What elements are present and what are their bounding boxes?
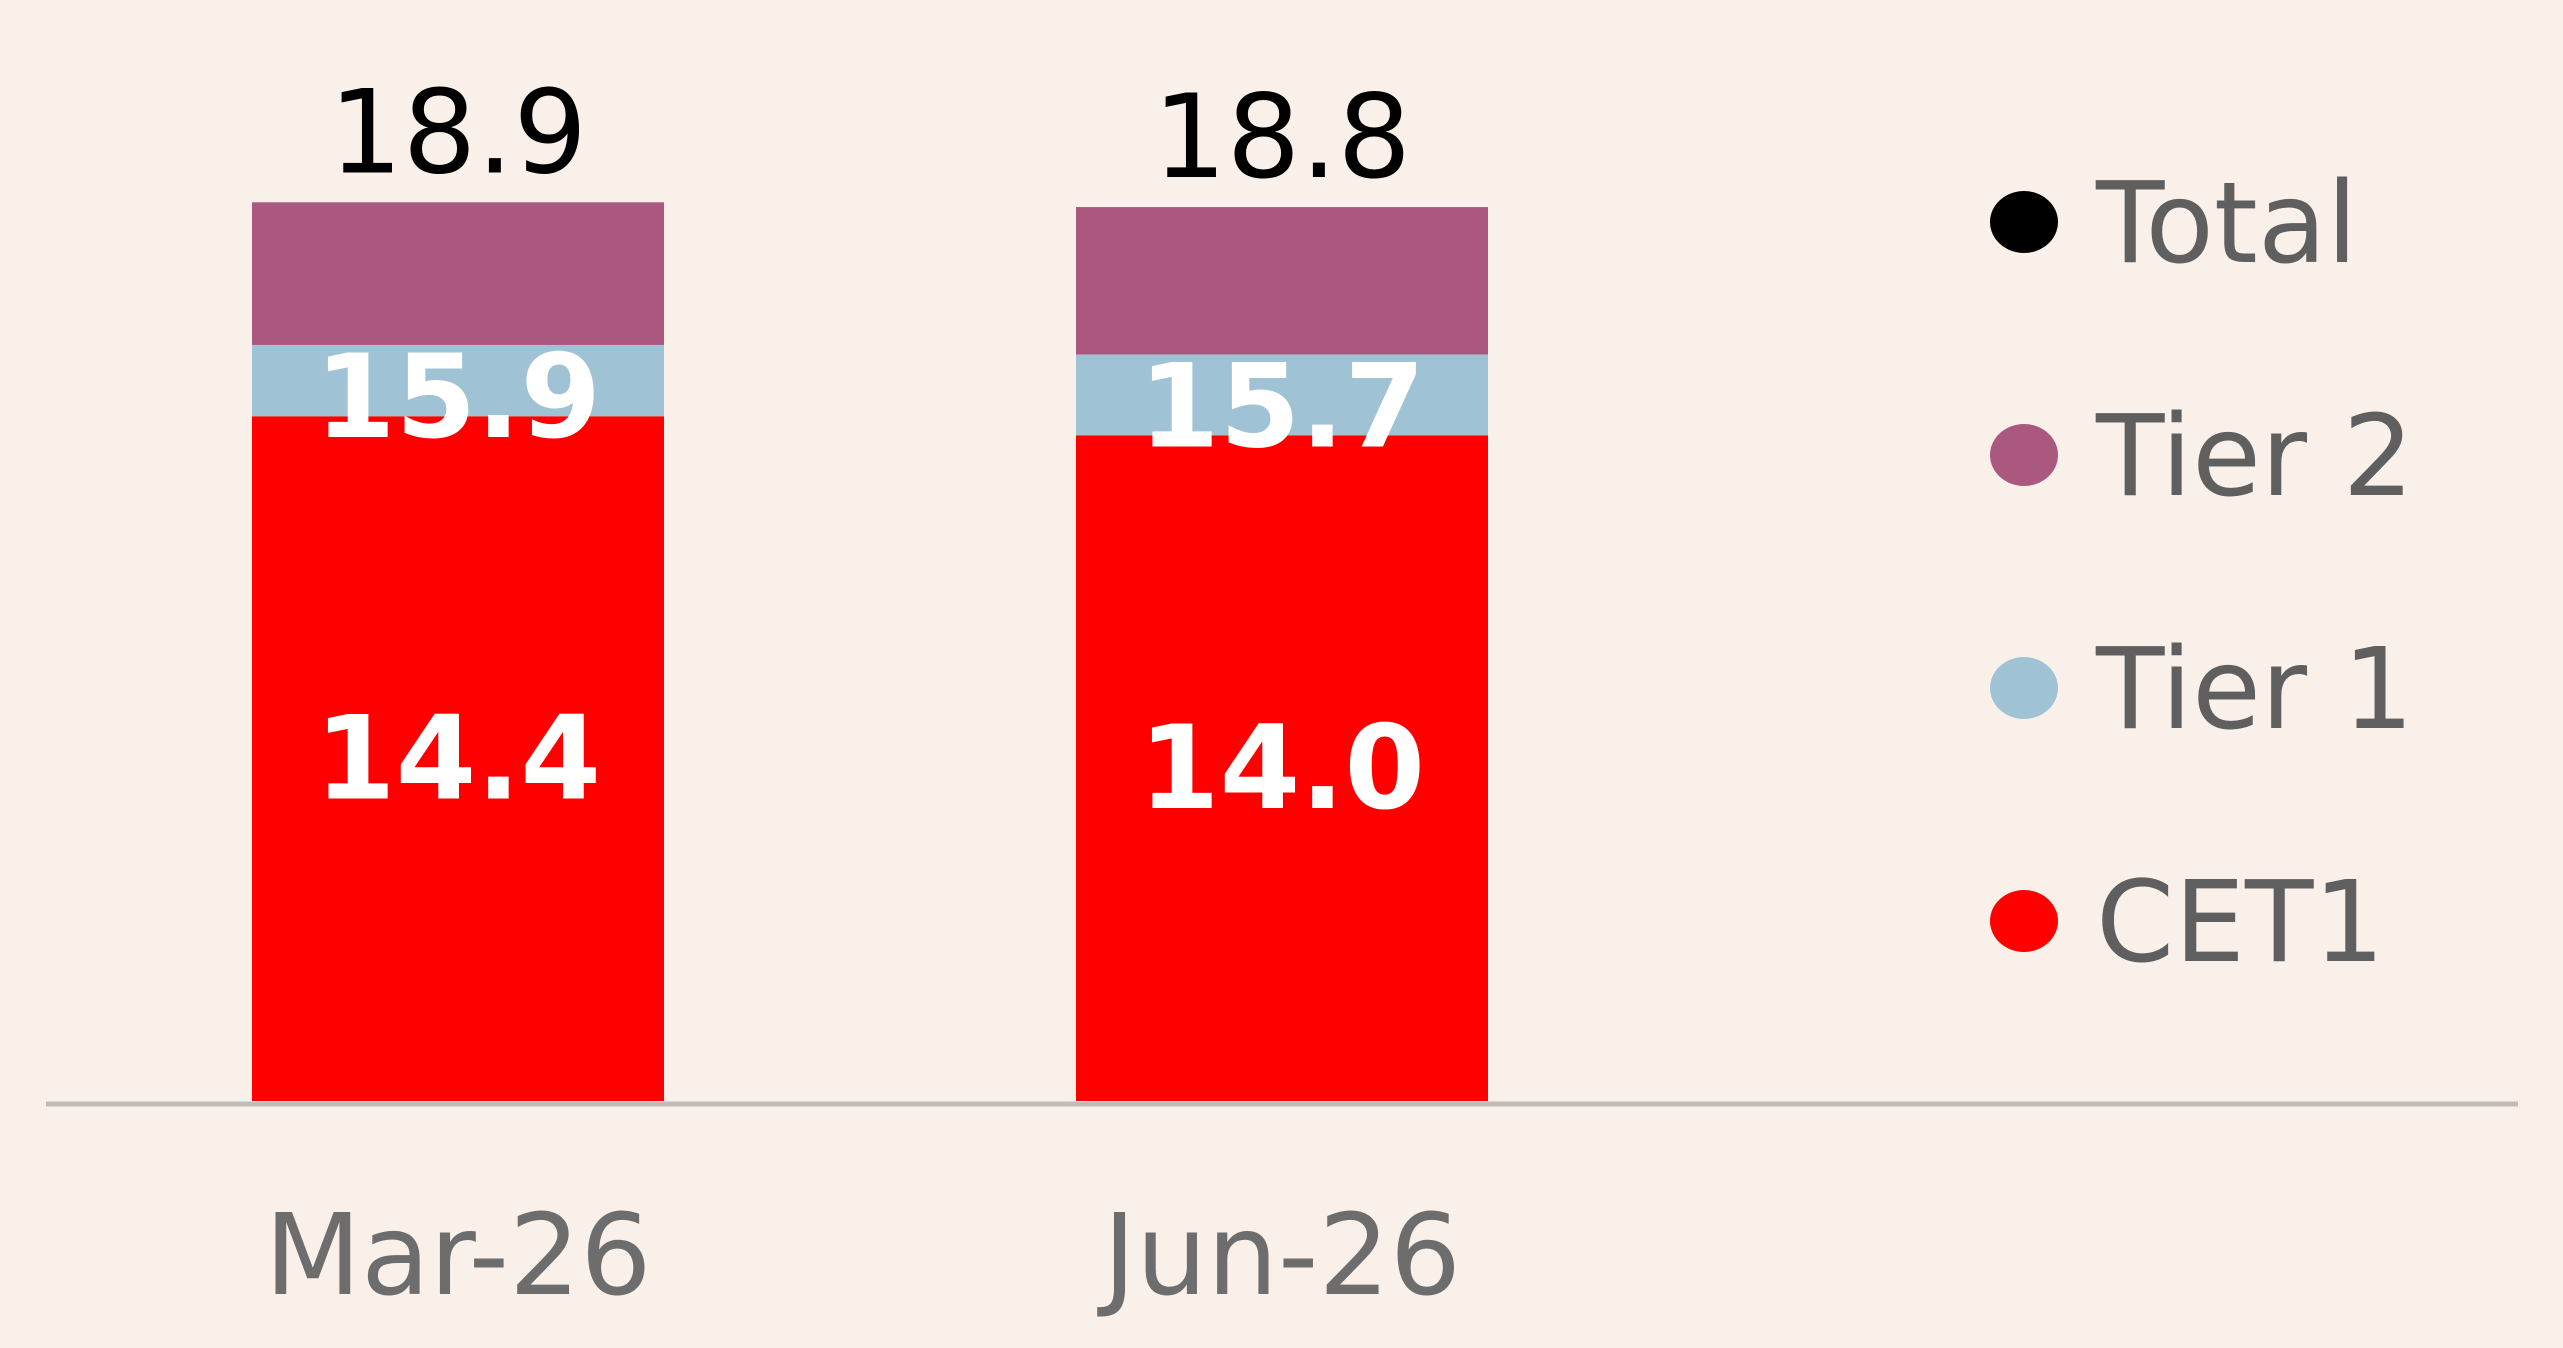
- bars-group: [252, 202, 1488, 1101]
- x-tick-label-jun-26: Jun-26: [1097, 1191, 1461, 1321]
- legend-item-tier-1: Tier 1: [1990, 625, 2414, 755]
- x-tick-label-mar-26: Mar-26: [264, 1191, 651, 1321]
- legend-label-tier-1: Tier 1: [2095, 625, 2414, 755]
- bar-tier1-mar-26: [252, 344, 664, 417]
- legend-marker-tier-2: [1990, 424, 2058, 486]
- legend-label-total: Total: [2095, 159, 2358, 289]
- legend: Total Tier 2 Tier 1 CET1: [1990, 159, 2414, 988]
- legend-marker-total: [1990, 191, 2058, 253]
- bar-tier2-jun-26: [1076, 207, 1488, 355]
- legend-item-tier-2: Tier 2: [1990, 392, 2414, 522]
- legend-marker-cet1: [1990, 890, 2058, 952]
- label-tier1-mar-26: 15.9: [315, 330, 601, 465]
- label-total-mar-26: 18.9: [329, 65, 587, 200]
- bar-cet1-jun-26: [1076, 435, 1488, 1101]
- bar-cet1-mar-26: [252, 416, 664, 1101]
- legend-item-cet1: CET1: [1990, 858, 2385, 988]
- label-total-jun-26: 18.8: [1153, 70, 1411, 205]
- legend-marker-tier-1: [1990, 657, 2058, 719]
- label-tier1-jun-26: 15.7: [1139, 339, 1425, 474]
- label-cet1-jun-26: 14.0: [1139, 701, 1425, 836]
- legend-label-tier-2: Tier 2: [2095, 392, 2414, 522]
- bar-tier2-mar-26: [252, 202, 664, 345]
- legend-label-cet1: CET1: [2096, 858, 2385, 988]
- labels-group: 14.4 15.9 18.9 Mar-26 14.0 15.7 18.8 Jun-26: [264, 65, 1461, 1321]
- label-cet1-mar-26: 14.4: [315, 692, 601, 827]
- bar-tier1-jun-26: [1076, 354, 1488, 436]
- legend-item-total: Total: [1990, 159, 2358, 289]
